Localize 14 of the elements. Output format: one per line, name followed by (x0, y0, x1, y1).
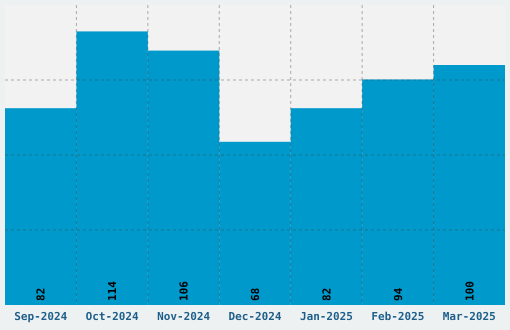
data-label: 82 (34, 288, 48, 301)
data-label: 114 (106, 280, 120, 301)
data-label: 82 (320, 288, 334, 301)
data-label: 68 (249, 288, 262, 301)
x-tick-label: Sep-2024 (14, 310, 68, 323)
x-tick-label: Dec-2024 (228, 310, 282, 323)
data-label: 94 (392, 287, 405, 301)
data-label: 100 (463, 281, 476, 301)
x-tick-label: Oct-2024 (86, 310, 140, 323)
x-tick-label: Mar-2025 (442, 310, 496, 323)
x-tick-label: Nov-2024 (157, 310, 210, 323)
data-label: 106 (178, 280, 191, 301)
x-tick-label: Feb-2025 (371, 310, 424, 323)
x-tick-label: Jan-2025 (300, 310, 353, 323)
